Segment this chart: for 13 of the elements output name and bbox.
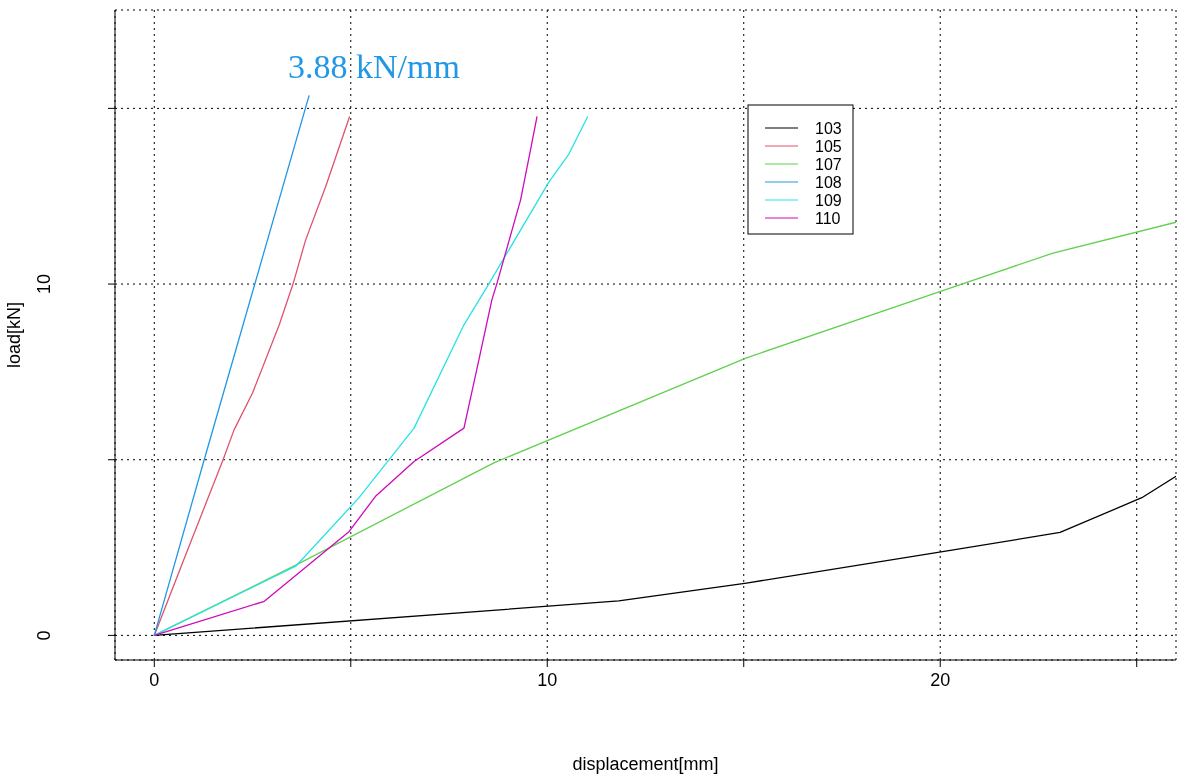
legend-label: 105 <box>815 137 842 155</box>
x-axis-title: displacement[mm] <box>572 754 719 774</box>
annotation: 3.88 kN/mm <box>288 47 460 87</box>
legend-label: 107 <box>815 155 842 173</box>
x-tick-label: 20 <box>930 669 951 690</box>
x-tick-label: 0 <box>149 669 160 690</box>
legend-label: 109 <box>815 191 842 209</box>
legend-label: 108 <box>815 173 842 191</box>
y-axis-title: load[kN] <box>4 301 25 369</box>
legend-label: 103 <box>815 119 842 137</box>
x-tick-label: 10 <box>537 669 558 690</box>
line-series <box>153 115 351 637</box>
legend-label: 110 <box>815 209 841 227</box>
